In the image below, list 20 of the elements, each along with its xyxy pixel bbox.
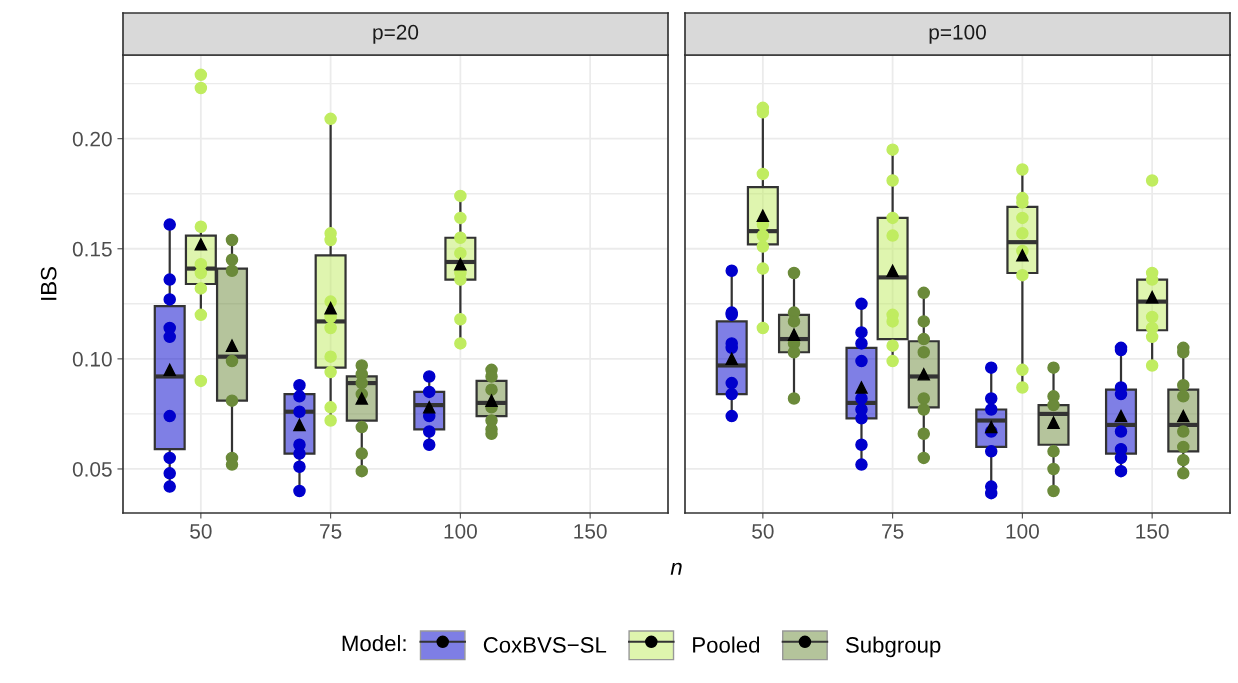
- chart-title: p=100: [929, 24, 986, 44]
- x-axis-title: n: [670, 562, 682, 575]
- y-axis-title: IBS: [40, 267, 57, 300]
- x-tick-label: 150: [574, 523, 607, 539]
- x-tick-label: 150: [1136, 523, 1169, 539]
- x-tick-label: 100: [444, 523, 477, 539]
- legend-label: Pooled: [693, 636, 760, 653]
- legend-label: Subgroup: [845, 636, 941, 658]
- x-tick-label: 100: [1006, 523, 1039, 539]
- chart-title: p=20: [373, 24, 419, 44]
- x-tick-label: 50: [752, 523, 774, 539]
- x-tick-label: 75: [320, 524, 342, 539]
- legend-title: Model:: [342, 634, 406, 652]
- x-tick-label: 50: [190, 523, 212, 539]
- y-tick-label: 0.10: [72, 351, 112, 367]
- x-tick-label: 75: [882, 524, 904, 539]
- y-tick-label: 0.20: [72, 131, 112, 147]
- y-tick-label: 0.05: [72, 461, 112, 477]
- legend-label: CoxBVS−SL: [483, 637, 607, 653]
- y-tick-label: 0.15: [72, 241, 112, 257]
